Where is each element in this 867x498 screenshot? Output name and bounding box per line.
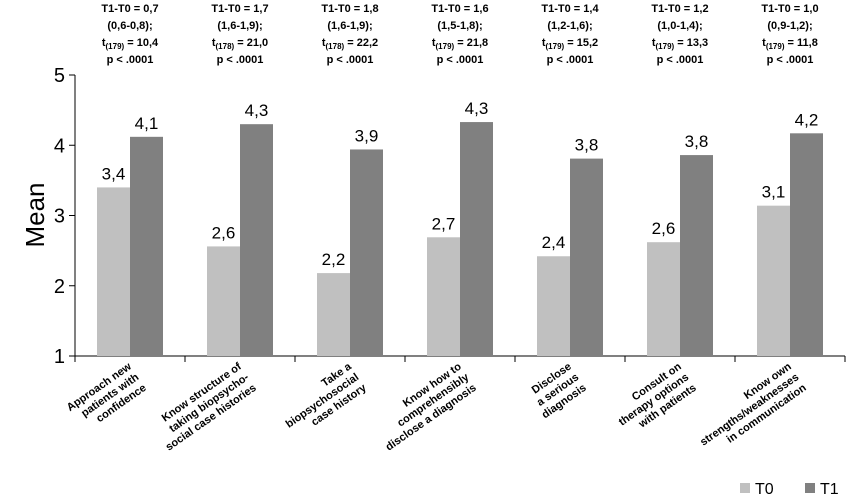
- stat-t: t(179) = 10,4: [102, 37, 159, 51]
- category-label: Approach newpatients withconfidence: [65, 360, 149, 435]
- y-tick-label: 4: [54, 135, 65, 157]
- y-tick-label: 1: [54, 346, 65, 368]
- legend-label-t1: T1: [820, 481, 839, 498]
- stat-p: p < .0001: [547, 54, 594, 66]
- bar-t1: [130, 136, 163, 356]
- stat-t: t(179) = 15,2: [542, 37, 598, 51]
- stat-t: t(179) = 21,8: [432, 37, 488, 51]
- y-tick-label: 2: [54, 276, 65, 298]
- stat-ci: (1,6-1,9);: [217, 20, 262, 32]
- bar-t0: [647, 242, 680, 356]
- category-label: Know ownstrengths/weaknessesin communica…: [691, 360, 809, 459]
- bar-t0: [757, 205, 790, 356]
- data-label-t1: 3,8: [685, 132, 709, 151]
- bar-t1: [790, 133, 823, 356]
- stat-p: p < .0001: [657, 54, 704, 66]
- stat-ci: (0,9-1,2);: [767, 20, 812, 32]
- stat-diff: T1-T0 = 1,6: [431, 3, 488, 15]
- data-label-t0: 2,6: [212, 223, 236, 242]
- stat-ci: (1,0-1,4);: [657, 20, 702, 32]
- bar-t1: [680, 155, 713, 356]
- legend-label-t0: T0: [755, 481, 774, 498]
- stat-diff: T1-T0 = 1,7: [211, 3, 268, 15]
- stat-ci: (1,2-1,6);: [547, 20, 592, 32]
- stat-t: t(178) = 22,2: [322, 37, 378, 51]
- y-tick-label: 5: [54, 65, 65, 87]
- bar-t0: [207, 246, 240, 356]
- data-label-t1: 4,3: [245, 101, 269, 120]
- bar-t0: [427, 237, 460, 356]
- data-label-t0: 2,2: [322, 250, 346, 269]
- legend-swatch-t0: [740, 483, 750, 493]
- category-label: Consult ontherapy optionswith patients: [609, 360, 699, 439]
- bar-t1: [240, 124, 273, 356]
- stat-diff: T1-T0 = 1,0: [761, 3, 818, 15]
- stat-t: t(178) = 21,0: [212, 37, 268, 51]
- stat-ci: (1,6-1,9);: [327, 20, 372, 32]
- stat-diff: T1-T0 = 1,2: [651, 3, 708, 15]
- stat-t: t(179) = 11,8: [762, 37, 818, 51]
- bar-t0: [537, 256, 570, 356]
- data-label-t0: 2,7: [432, 214, 456, 233]
- data-label-t0: 3,1: [762, 183, 786, 202]
- category-label: Disclosea seriousdiagnosis: [525, 361, 589, 422]
- data-label-t1: 3,8: [575, 136, 599, 155]
- bar-t0: [97, 187, 130, 356]
- category-label: Know structure oftaking biopsycho-social…: [149, 360, 259, 453]
- data-label-t0: 3,4: [102, 164, 126, 183]
- data-label-t1: 4,2: [795, 110, 819, 129]
- stat-diff: T1-T0 = 0,7: [101, 3, 158, 15]
- stat-p: p < .0001: [437, 54, 484, 66]
- bar-t1: [570, 158, 603, 356]
- stat-t: t(179) = 13,3: [652, 37, 708, 51]
- data-label-t1: 4,3: [465, 99, 489, 118]
- stat-ci: (1,5-1,8);: [437, 20, 482, 32]
- data-label-t1: 4,1: [135, 114, 159, 133]
- bar-t0: [317, 273, 350, 356]
- bar-t1: [350, 149, 383, 356]
- stat-diff: T1-T0 = 1,8: [321, 3, 378, 15]
- stat-ci: (0,6-0,8);: [107, 20, 152, 32]
- category-label: Know how tocomprehensiblydisclose a diag…: [369, 360, 480, 453]
- bar-t1: [460, 122, 493, 356]
- data-label-t0: 2,6: [652, 219, 676, 238]
- stat-p: p < .0001: [107, 54, 154, 66]
- stat-p: p < .0001: [217, 54, 264, 66]
- y-tick-label: 3: [54, 206, 65, 228]
- stat-p: p < .0001: [327, 54, 374, 66]
- category-label: Take abiopsychosocialcase history: [276, 360, 369, 441]
- stat-p: p < .0001: [767, 54, 814, 66]
- data-label-t0: 2,4: [542, 233, 566, 252]
- y-axis-label: Mean: [20, 182, 50, 247]
- data-label-t1: 3,9: [355, 126, 379, 145]
- legend-swatch-t1: [805, 483, 815, 493]
- stat-diff: T1-T0 = 1,4: [541, 3, 599, 15]
